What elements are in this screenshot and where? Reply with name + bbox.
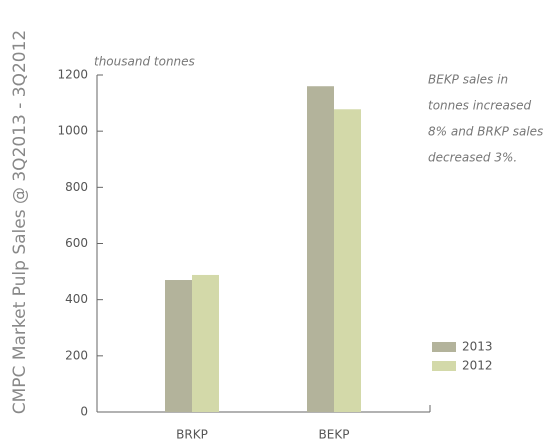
y-axis-label: thousand tonnes: [94, 55, 195, 69]
y-tick-label: 800: [65, 180, 88, 194]
bar: [334, 109, 361, 413]
legend-label: 2013: [462, 340, 493, 354]
bar: [165, 280, 192, 412]
y-tick-label: 400: [65, 292, 88, 306]
y-tick-label: 1200: [57, 68, 88, 82]
legend-swatch: [432, 361, 456, 371]
chart-title: CMPC Market Pulp Sales @ 3Q2013 - 3Q2012: [10, 30, 30, 414]
bar: [192, 274, 219, 412]
y-tick-label: 200: [65, 348, 88, 362]
annotation-line: decreased 3%.: [428, 151, 517, 165]
y-tick-label: 1000: [57, 124, 88, 138]
y-tick-label: 0: [80, 405, 88, 419]
y-tick-label: 600: [65, 236, 88, 250]
legend-swatch: [432, 342, 456, 352]
annotation-line: tonnes increased: [428, 99, 532, 113]
bar: [307, 86, 334, 412]
x-tick-label: BRKP: [176, 428, 208, 442]
x-tick-label: BEKP: [319, 428, 350, 442]
legend-label: 2012: [462, 359, 493, 373]
annotation-line: 8% and BRKP sales: [428, 125, 543, 139]
annotation-line: BEKP sales in: [428, 73, 508, 87]
